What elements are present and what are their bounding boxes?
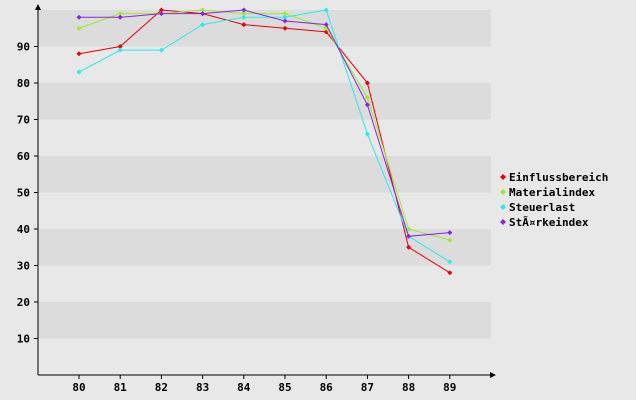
x-axis-arrow: [490, 372, 496, 378]
grid-band: [38, 83, 491, 120]
grid-band: [38, 119, 491, 156]
legend-marker: [500, 189, 506, 195]
data-point: [241, 11, 247, 17]
series-line: [78, 9, 451, 274]
grid-band: [38, 192, 491, 229]
legend-marker: [500, 204, 506, 210]
x-tick-label: 82: [155, 381, 168, 394]
x-tick-label: 86: [320, 381, 334, 394]
grid-band: [38, 338, 491, 375]
legend-marker: [500, 219, 506, 225]
series-line: [78, 9, 451, 263]
x-axis-ticks: 80 81 82 83 84 85 86 87 88 89: [72, 375, 456, 394]
data-point: [447, 230, 453, 236]
data-point: [200, 11, 206, 17]
data-point: [117, 14, 123, 20]
y-tick-label: 30: [17, 260, 30, 273]
data-point: [158, 47, 164, 53]
data-point: [158, 11, 164, 17]
data-point: [406, 233, 412, 239]
data-point: [282, 18, 288, 24]
x-tick-label: 87: [361, 381, 374, 394]
data-point: [282, 11, 288, 17]
y-tick-label: 40: [17, 223, 30, 236]
y-axis-ticks: 10 20 30 40 50 60 70 80 90: [17, 41, 38, 346]
plot-background: [38, 10, 491, 375]
data-point: [200, 7, 206, 13]
data-point: [76, 69, 82, 75]
legend-label: StÃ¤rkeindex: [509, 216, 589, 229]
y-tick-label: 20: [17, 296, 30, 309]
x-tick-label: 80: [72, 381, 85, 394]
data-point: [323, 22, 329, 28]
y-tick-label: 70: [17, 114, 30, 127]
grid-band: [38, 302, 491, 339]
data-point: [364, 95, 370, 101]
grid-band: [38, 265, 491, 302]
y-tick-label: 80: [17, 77, 30, 90]
data-point: [406, 226, 412, 232]
x-tick-label: 81: [114, 381, 128, 394]
data-point: [76, 51, 82, 57]
data-point: [241, 14, 247, 20]
data-point: [447, 237, 453, 243]
legend-label: Steuerlast: [509, 201, 575, 214]
legend: Einflussbereich Materialindex Steuerlast St…: [500, 171, 608, 229]
x-tick-label: 89: [443, 381, 456, 394]
data-point: [76, 14, 82, 20]
data-point: [158, 7, 164, 13]
data-point: [364, 80, 370, 86]
grid-band: [38, 46, 491, 83]
data-point: [241, 22, 247, 28]
series-line: [78, 9, 450, 241]
y-tick-label: 50: [17, 187, 30, 200]
data-point: [117, 47, 123, 53]
grid-band: [38, 229, 491, 266]
data-point: [406, 244, 412, 250]
data-point: [447, 270, 453, 276]
series-lines: [76, 7, 453, 276]
data-point: [364, 131, 370, 137]
data-point: [282, 25, 288, 31]
x-tick-label: 85: [278, 381, 291, 394]
series-line: [79, 9, 450, 237]
data-point: [76, 25, 82, 31]
grid-band: [38, 156, 491, 193]
y-axis-arrow: [35, 4, 41, 10]
data-point: [241, 7, 247, 13]
legend-label: Einflussbereich: [509, 171, 608, 184]
data-point: [117, 11, 123, 17]
data-point: [117, 44, 123, 49]
x-tick-label: 84: [237, 381, 251, 394]
data-point: [447, 259, 453, 265]
legend-marker: [500, 174, 506, 180]
y-tick-label: 60: [17, 150, 30, 163]
y-tick-label: 10: [17, 333, 30, 346]
axes: [35, 4, 496, 378]
data-point: [364, 102, 370, 108]
data-point: [323, 7, 329, 13]
data-point: [200, 22, 206, 28]
data-point: [282, 14, 288, 20]
x-tick-label: 88: [402, 381, 415, 394]
x-tick-label: 83: [196, 381, 209, 394]
legend-label: Materialindex: [509, 186, 595, 199]
y-tick-label: 90: [17, 41, 30, 54]
